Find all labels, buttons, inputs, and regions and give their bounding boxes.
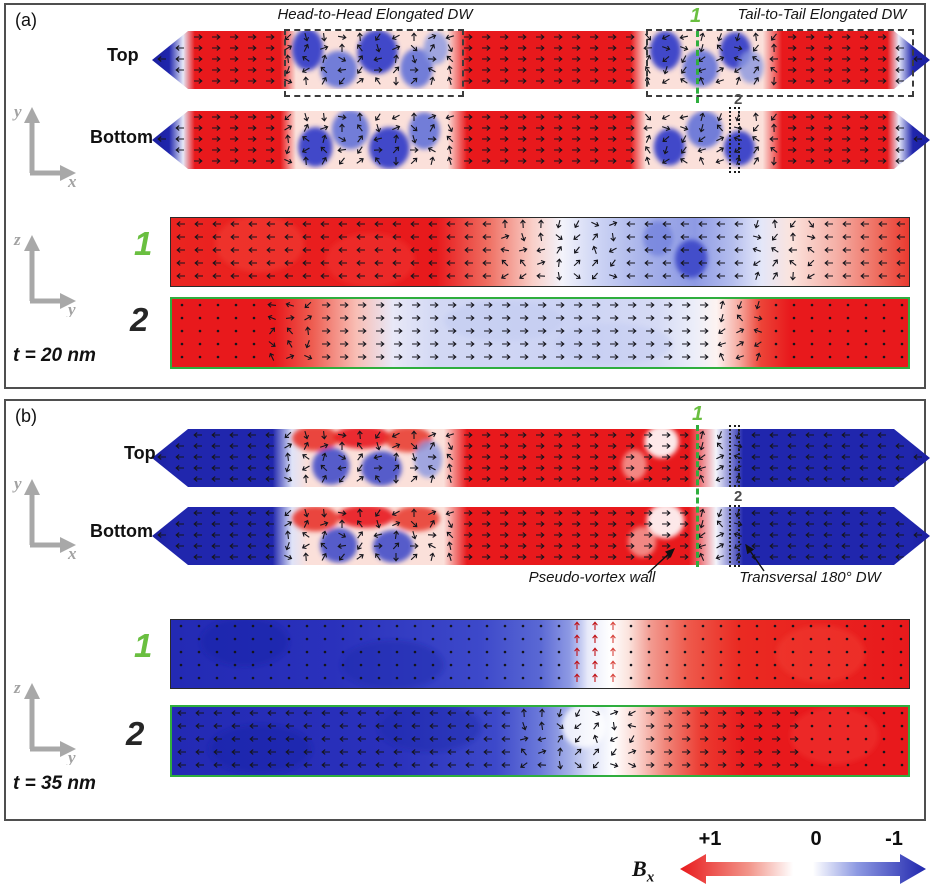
cross-section-1-b xyxy=(170,619,910,689)
axis-z-label: z xyxy=(13,230,21,249)
thickness-label-a: t = 20 nm xyxy=(13,345,96,366)
cut1-line-b xyxy=(696,425,699,567)
panel-b: (b) 1 2 Top Bottom Pseudo-vortex wall Tr… xyxy=(4,399,930,821)
axes-zy-b: z y xyxy=(13,678,76,765)
axis-y-label: y xyxy=(66,748,76,765)
colorbar-symbol: Bx xyxy=(632,856,654,886)
axes-zy-a: z y xyxy=(13,230,76,317)
head-to-head-annotation: Head-to-Head Elongated DW xyxy=(277,6,473,23)
colorbar-symbol-b: B xyxy=(632,856,647,881)
cross-section-1-label-a: 1 xyxy=(134,225,153,262)
axis-y-label: y xyxy=(12,102,22,121)
panel-b-tag: (b) xyxy=(15,406,37,426)
cross-section-1-a xyxy=(170,217,910,287)
head-to-head-box xyxy=(284,29,464,97)
thickness-label-b: t = 35 nm xyxy=(13,773,96,794)
cut2-marker-label-a: 2 xyxy=(734,91,743,108)
axes-xy-b: y x xyxy=(12,474,77,561)
colorbar-arrow xyxy=(680,854,926,884)
axis-x-label: x xyxy=(67,172,77,189)
colorbar-tick-minus1: -1 xyxy=(885,828,903,850)
colorbar-symbol-sub: x xyxy=(646,869,655,886)
nanostrip-top-b xyxy=(152,429,930,487)
cut2-line-b-top xyxy=(729,425,740,487)
cut1-marker-label-a: 1 xyxy=(690,5,702,27)
colorbar-tick-zero: 0 xyxy=(810,828,822,850)
tail-to-tail-box xyxy=(646,29,914,97)
nanostrip-bottom-b xyxy=(152,507,930,565)
cross-section-2-a xyxy=(170,297,910,369)
top-view-label-a: Top xyxy=(107,45,139,65)
pseudo-vortex-annotation: Pseudo-vortex wall xyxy=(528,569,656,586)
panel-a: (a) Head-to-Head Elongated DW Tail-to-Ta… xyxy=(4,3,930,389)
cut1-marker-label-b: 1 xyxy=(692,403,704,425)
axis-x-label: x xyxy=(67,544,77,561)
cut1-line-a xyxy=(696,31,699,103)
tail-to-tail-annotation: Tail-to-Tail Elongated DW xyxy=(737,6,907,23)
nanostrip-bottom-a xyxy=(152,111,930,169)
colorbar-tick-plus1: +1 xyxy=(698,828,722,850)
bottom-view-label-a: Bottom xyxy=(90,127,153,147)
cut2-marker-label-b: 2 xyxy=(734,488,743,505)
cross-section-2-b xyxy=(170,705,910,777)
nanostrip-top-a xyxy=(152,31,930,89)
axes-xy-a: y x xyxy=(12,102,77,189)
axis-y-label: y xyxy=(66,300,76,317)
axis-z-label: z xyxy=(13,678,21,697)
cut2-line-b-bottom xyxy=(729,505,740,567)
panel-a-tag: (a) xyxy=(15,10,37,30)
colorbar: Bx +1 0 -1 xyxy=(616,828,932,890)
top-view-label-b: Top xyxy=(124,443,156,463)
cut2-line-a xyxy=(729,107,740,173)
cross-section-2-label-b: 2 xyxy=(126,715,145,752)
transversal-dw-annotation: Transversal 180° DW xyxy=(739,569,881,586)
bottom-view-label-b: Bottom xyxy=(90,521,153,541)
axis-y-label: y xyxy=(12,474,22,493)
cross-section-2-label-a: 2 xyxy=(130,301,149,338)
cross-section-1-label-b: 1 xyxy=(134,627,153,664)
